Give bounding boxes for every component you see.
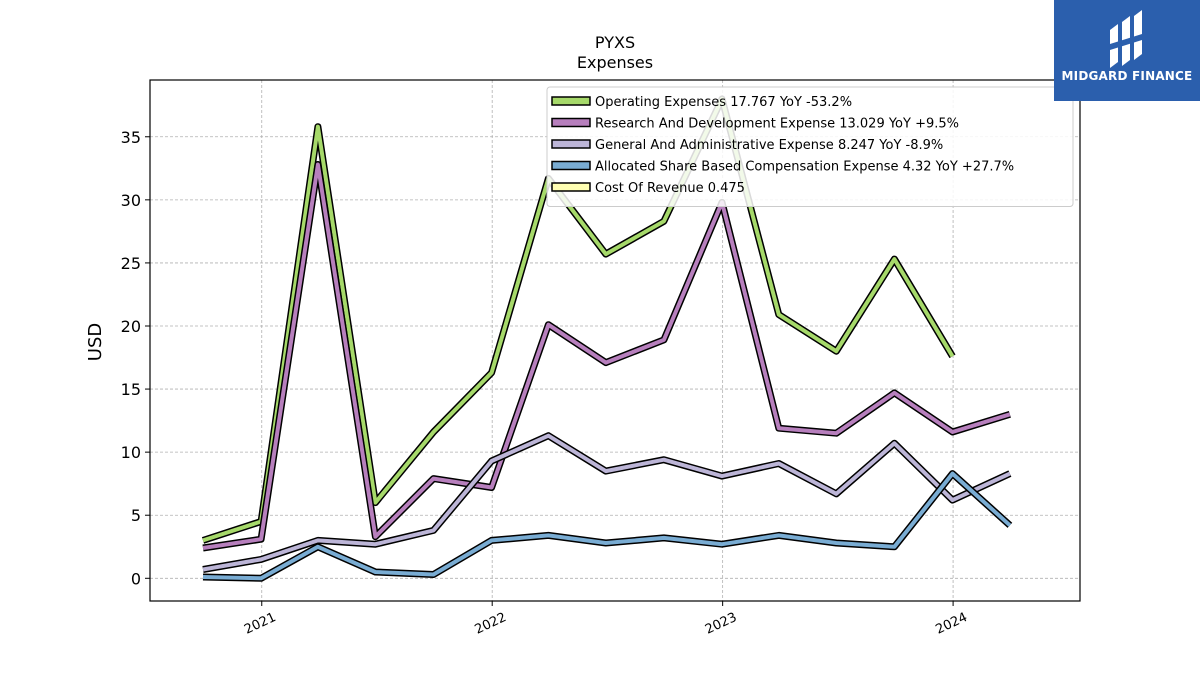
midgard-logo-icon [1110, 10, 1142, 68]
y-tick-label: 10 [121, 443, 141, 462]
y-tick-label: 5 [131, 506, 141, 525]
series-research-and-development-expense [202, 161, 1011, 552]
y-axis: 0 5 10 15 20 25 30 35 [121, 128, 150, 588]
x-axis: 2021 2022 2023 2024 [242, 601, 970, 638]
series-line [202, 433, 1011, 572]
series-operating-expenses [201, 95, 956, 544]
legend-label: General And Administrative Expense 8.247… [595, 138, 943, 153]
legend-label: Operating Expenses 17.767 YoY -53.2% [595, 95, 852, 110]
plot-frame [149, 79, 1081, 602]
legend-swatch [551, 96, 591, 106]
series-line [202, 471, 1012, 581]
y-tick-label: 25 [121, 254, 141, 273]
y-tick-label: 20 [121, 317, 141, 336]
series-outline [202, 161, 1011, 552]
legend-swatch [551, 160, 591, 171]
legend-swatch [551, 139, 591, 149]
x-tick-label: 2021 [242, 610, 278, 638]
y-axis-label: USD [85, 323, 106, 361]
x-tick-label: 2023 [703, 610, 739, 638]
series-general-and-administrative-expense [202, 432, 1012, 573]
series-allocated-share-based-compensation-expense [202, 470, 1013, 582]
y-tick-label: 35 [121, 128, 141, 147]
x-tick-label: 2024 [933, 610, 969, 638]
y-tick-label: 30 [121, 191, 141, 210]
series-line [202, 96, 955, 543]
legend-label: Cost Of Revenue 0.475 [595, 181, 745, 196]
x-tick-label: 2022 [473, 610, 509, 638]
chart-subtitle: Expenses [577, 53, 653, 72]
legend-swatch [551, 182, 591, 192]
brand-logo: MIDGARD FINANCE [1054, 0, 1200, 101]
chart-title: PYXS [595, 33, 635, 52]
series-outline [202, 470, 1013, 582]
legend-label: Research And Development Expense 13.029 … [595, 117, 959, 132]
legend-label: Allocated Share Based Compensation Expen… [595, 160, 1014, 175]
y-tick-label: 0 [131, 569, 141, 588]
series-lines [201, 95, 1013, 582]
legend-swatch [551, 117, 591, 128]
legend-box [546, 86, 1074, 207]
series-line [202, 162, 1011, 550]
legend: Operating Expenses 17.767 YoY -53.2% Rese… [546, 86, 1074, 207]
y-tick-label: 15 [121, 380, 141, 399]
brand-name: MIDGARD FINANCE [1061, 69, 1193, 83]
